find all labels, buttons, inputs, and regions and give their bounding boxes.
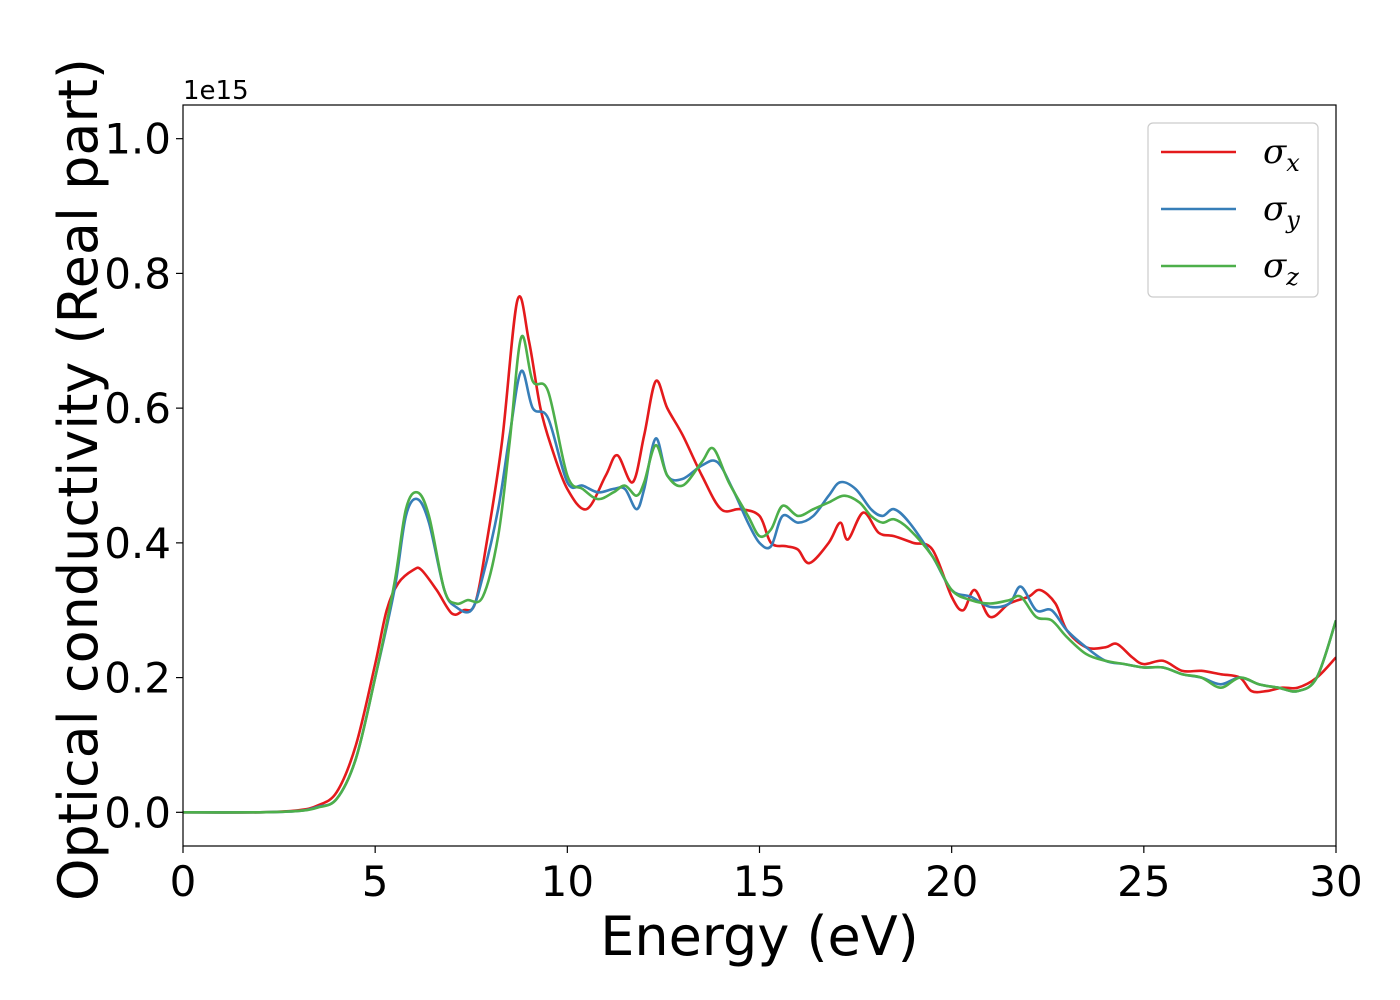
- y-tick-label: 0.6: [104, 384, 171, 433]
- x-tick-label: 10: [541, 857, 594, 906]
- legend-symbol: σ: [1263, 246, 1287, 286]
- x-tick-label: 5: [362, 857, 389, 906]
- legend-subscript: y: [1285, 206, 1300, 234]
- legend-subscript: z: [1285, 263, 1299, 291]
- series-layer: [183, 295, 1336, 814]
- x-tick-label: 30: [1309, 857, 1362, 906]
- legend-subscript: x: [1286, 149, 1300, 177]
- x-tick-label: 20: [925, 857, 978, 906]
- y-axis-offset-label: 1e15: [183, 76, 249, 106]
- x-tick-label: 0: [170, 857, 197, 906]
- x-axis-ticks: 0 5 10 15 20 25 30: [170, 846, 1363, 906]
- legend-label-y: σy: [1263, 189, 1300, 234]
- x-axis-label: Energy (eV): [600, 905, 919, 968]
- y-tick-label: 0.8: [104, 249, 171, 298]
- y-tick-label: 0.4: [104, 519, 171, 568]
- legend-label-z: σz: [1263, 246, 1299, 291]
- y-tick-label: 0.2: [104, 654, 171, 703]
- y-tick-label: 1.0: [104, 115, 171, 164]
- x-tick-label: 25: [1117, 857, 1170, 906]
- x-tick-label: 15: [733, 857, 786, 906]
- series-line-x: [183, 295, 1336, 814]
- legend-label-x: σx: [1263, 132, 1300, 177]
- y-tick-label: 0.0: [104, 788, 171, 837]
- legend-symbol: σ: [1263, 189, 1287, 229]
- y-axis-label: Optical conductivity (Real part): [47, 58, 110, 901]
- series-line-z: [183, 334, 1336, 814]
- legend-symbol: σ: [1263, 132, 1287, 172]
- y-axis-ticks: 0.0 0.2 0.4 0.6 0.8 1.0: [104, 115, 183, 837]
